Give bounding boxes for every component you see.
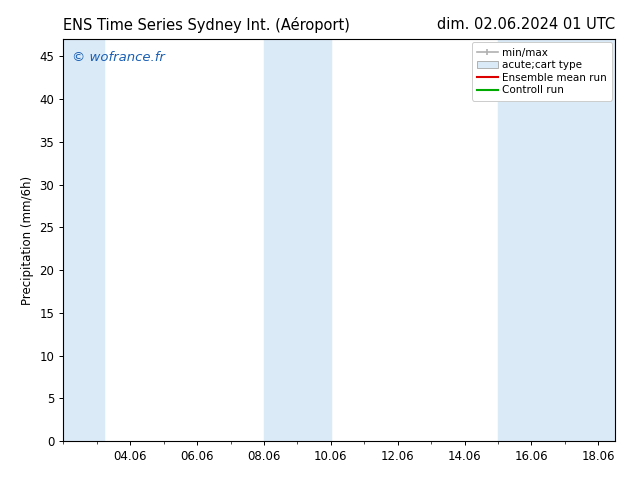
Bar xyxy=(63,39,103,441)
Text: © wofrance.fr: © wofrance.fr xyxy=(72,51,165,64)
Text: dim. 02.06.2024 01 UTC: dim. 02.06.2024 01 UTC xyxy=(437,17,615,32)
Bar xyxy=(264,39,331,441)
Bar xyxy=(498,39,615,441)
Legend: min/max, acute;cart type, Ensemble mean run, Controll run: min/max, acute;cart type, Ensemble mean … xyxy=(472,42,612,100)
Text: ENS Time Series Sydney Int. (Aéroport): ENS Time Series Sydney Int. (Aéroport) xyxy=(63,17,350,33)
Y-axis label: Precipitation (mm/6h): Precipitation (mm/6h) xyxy=(21,175,34,305)
